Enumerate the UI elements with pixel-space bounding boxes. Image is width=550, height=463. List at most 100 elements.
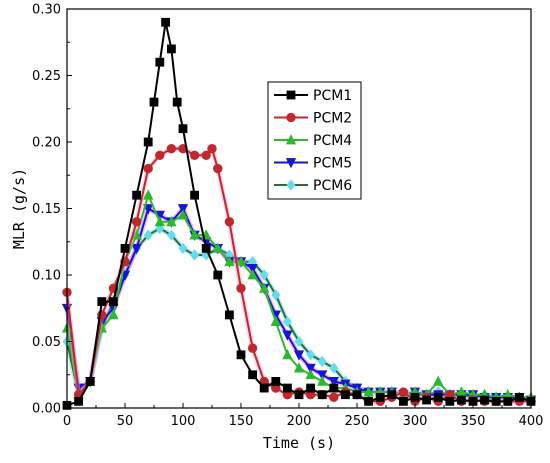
y-tick-label: 0.10 [32,269,61,284]
series-pcm4-point [235,255,247,267]
legend-item-pcm2: PCM2 [274,111,352,127]
series-pcm6-point [317,355,327,368]
series-pcm1-point [259,383,269,393]
series-pcm1-point [433,392,443,402]
series-pcm4-point [317,375,328,386]
series-pcm4-point [166,215,177,227]
series-pcm4-point [154,215,165,227]
legend-item-pcm6: PCM6 [274,178,352,194]
series-pcm5-point [293,350,305,361]
series-pcm4-point [259,282,270,293]
series-pcm2-point [131,217,142,227]
series-pcm4-point [177,209,189,220]
legend-swatch-marker [285,158,297,169]
plot-frame [66,8,532,409]
x-tick-label: 350 [461,414,486,429]
x-tick-label: 200 [287,414,312,429]
series-pcm1-point [161,17,171,27]
series-pcm1-point [375,392,385,402]
series-pcm4-point [247,269,258,280]
series-pcm6-point [329,362,339,374]
series-pcm1-point [74,396,83,406]
series-pcm1-point [445,396,455,406]
series-pcm5-point [305,363,316,374]
series-pcm2-point [207,143,217,154]
series-pcm2-point [155,150,165,161]
series-pcm6-point [166,229,176,241]
series-pcm4-point [363,386,374,397]
series-pcm1-point [503,396,513,406]
series-pcm1-point [132,190,142,200]
series-pcm6-point [190,249,200,261]
series-pcm1-point [166,44,176,54]
series-pcm1-point [97,297,107,307]
legend-label: PCM5 [313,156,352,172]
series-pcm1-point [155,57,165,67]
series-pcm1-point [282,383,292,393]
series-pcm5-point [131,243,142,255]
series-pcm1-point [248,370,258,380]
legend: PCM1 PCM2 PCM4 PCM5 PCM6 [267,81,362,200]
series-pcm1-point [172,97,182,107]
series-pcm1-point [387,390,397,400]
series-pcm5-point [328,376,339,388]
series-pcm6-point [294,335,304,348]
x-axis-title: Time (s) [263,434,335,452]
series-pcm5-point [282,330,293,341]
series-layer [61,17,537,410]
series-pcm6-point [143,229,153,241]
series-pcm4-point [270,315,281,326]
series-pcm5-point [247,263,258,275]
series-pcm4-point [189,229,200,240]
axis-ticks: 0 50 100 150 200 250 300 350 400 0.00 0.05 0.10 0.15… [32,3,543,430]
series-pcm1-point [398,396,408,406]
series-pcm2-point [398,387,409,397]
series-pcm6-point [306,349,316,361]
x-tick-label: 0 [63,414,71,429]
series-pcm1-point [410,392,420,402]
series-pcm1-point [340,390,350,400]
series-pcm4-point [433,375,444,386]
legend-swatch-marker [286,90,296,100]
legend-item-pcm1: PCM1 [274,88,352,104]
series-pcm6-point [178,242,188,255]
series-pcm1-point [178,124,188,134]
series-pcm2-point [247,343,258,353]
series-pcm1-point [352,390,362,400]
series-pcm1-point [456,395,466,405]
series-pcm4-point [305,368,316,380]
series-pcm1-point [149,97,159,107]
series-pcm5-point [177,204,189,215]
series-pcm1-point [515,392,524,402]
legend-item-pcm5: PCM5 [274,156,352,172]
legend-swatch-marker [286,112,296,123]
legend-label: PCM4 [313,133,352,149]
series-pcm1-point [236,350,246,360]
series-pcm2-point [143,163,153,174]
legend-item-pcm4: PCM4 [274,133,352,149]
legend-label: PCM6 [313,178,352,194]
series-pcm1-point [491,396,501,406]
series-pcm1-point [109,297,118,307]
y-tick-label: 0.05 [32,335,61,350]
series-pcm4-point [293,362,305,373]
series-pcm4-point [282,348,293,360]
y-axis-title: MLR (g/s) [10,168,28,249]
series-pcm1-point [317,390,327,400]
series-pcm6-point [282,315,292,328]
x-tick-label: 50 [117,414,134,429]
x-tick-label: 400 [519,414,544,429]
y-tick-label: 0.25 [32,69,61,84]
series-pcm2-point [236,283,246,294]
series-pcm1-point [329,383,339,393]
x-tick-label: 100 [171,414,196,429]
y-tick-label: 0.30 [32,3,61,18]
legend-swatch-marker [285,134,297,145]
series-pcm2-point [213,163,223,174]
x-tick-label: 250 [345,414,370,429]
series-pcm2-point [189,150,200,161]
series-pcm6-point [259,269,269,281]
series-pcm4-point [131,229,142,240]
series-pcm1-point [143,137,153,147]
